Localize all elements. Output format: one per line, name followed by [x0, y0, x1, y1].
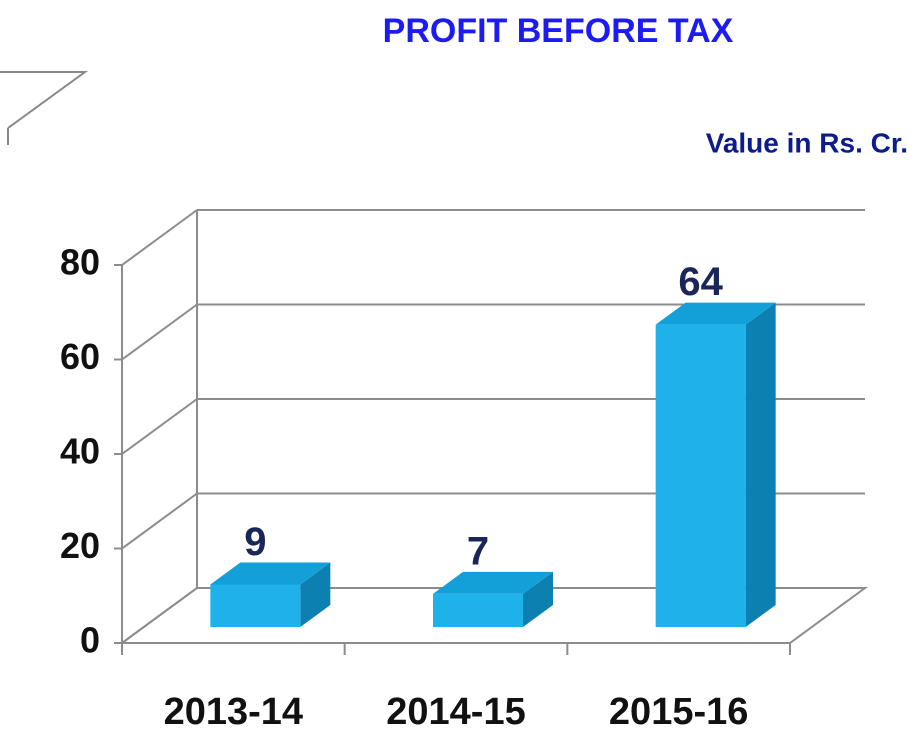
- grid-line: [121, 209, 198, 266]
- grid-line: [121, 303, 198, 361]
- x-tick-label: 2015-16: [609, 691, 748, 733]
- bar-side: [523, 571, 553, 627]
- x-tick-label: 2013-14: [164, 691, 303, 733]
- bar: [210, 584, 301, 627]
- data-label: 9: [244, 520, 266, 564]
- grid-line: [121, 587, 198, 644]
- grid-line: [121, 492, 198, 550]
- bar-top: [655, 302, 776, 325]
- bar-side: [300, 562, 331, 627]
- grid-line: [121, 398, 198, 455]
- chart-title: PROFIT BEFORE TAX: [383, 12, 734, 50]
- data-label: 64: [678, 260, 723, 304]
- data-label: 7: [467, 529, 489, 573]
- y-tick-label: 80: [60, 242, 100, 283]
- bar-top: [210, 562, 331, 585]
- y-tick-label: 0: [80, 620, 100, 661]
- bar: [655, 324, 746, 627]
- y-tick-label: 60: [60, 336, 100, 377]
- chart-subtitle: Value in Rs. Cr.: [706, 127, 908, 158]
- y-tick-label: 40: [60, 431, 100, 472]
- bar-side: [745, 302, 776, 627]
- decoration: [0, 71, 89, 129]
- x-tick-label: 2014-15: [386, 691, 525, 733]
- bar: [433, 593, 523, 627]
- y-tick-label: 20: [60, 525, 100, 566]
- bar-top: [433, 571, 553, 594]
